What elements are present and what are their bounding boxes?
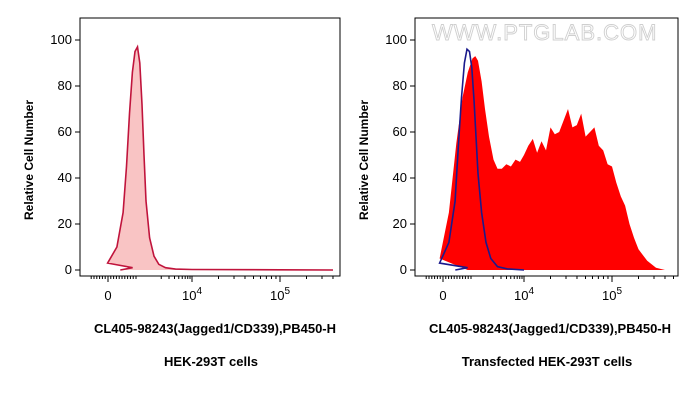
y-tick-label: 80 <box>58 78 72 93</box>
x-tick-label: 104 <box>514 286 534 303</box>
sample-histogram-area <box>439 56 665 270</box>
y-tick-label: 80 <box>393 78 407 93</box>
caption-1: HEK-293T cells <box>164 354 258 369</box>
y-tick-label: 20 <box>393 216 407 231</box>
plot-frame <box>79 17 341 277</box>
y-tick-label: 20 <box>58 216 72 231</box>
x-axis-label-1: CL405-98243(Jagged1/CD339),PB450-H <box>94 321 336 336</box>
isotype-control-curve <box>438 47 525 271</box>
histogram-area <box>107 46 333 271</box>
y-tick-label: 100 <box>385 32 407 47</box>
caption-2: Transfected HEK-293T cells <box>462 354 633 369</box>
histogram-panel-2: 0 20 40 60 80 100 0 104 105 Relative Cell Number <box>357 17 679 303</box>
y-tick-label: 40 <box>393 170 407 185</box>
histogram-panel-1: 0 20 40 60 80 100 0 104 105 Relative Cell Number <box>22 17 341 303</box>
y-tick-label: 60 <box>393 124 407 139</box>
x-tick-label: 0 <box>439 288 446 303</box>
x-axis-label-2: CL405-98243(Jagged1/CD339),PB450-H <box>429 321 671 336</box>
x-tick-label: 0 <box>104 288 111 303</box>
plot-frame <box>414 17 679 277</box>
y-tick-label: 40 <box>58 170 72 185</box>
y-tick-label: 60 <box>58 124 72 139</box>
y-axis-label: Relative Cell Number <box>357 100 371 220</box>
x-tick-label: 104 <box>182 286 202 303</box>
y-tick-label: 0 <box>400 262 407 277</box>
x-tick-label: 105 <box>270 286 290 303</box>
y-axis-label: Relative Cell Number <box>22 100 36 220</box>
x-tick-label: 105 <box>602 286 622 303</box>
y-tick-label: 0 <box>65 262 72 277</box>
watermark-text: WWW.PTGLAB.COM <box>432 20 657 45</box>
y-tick-label: 100 <box>50 32 72 47</box>
histogram-outline <box>106 44 334 271</box>
